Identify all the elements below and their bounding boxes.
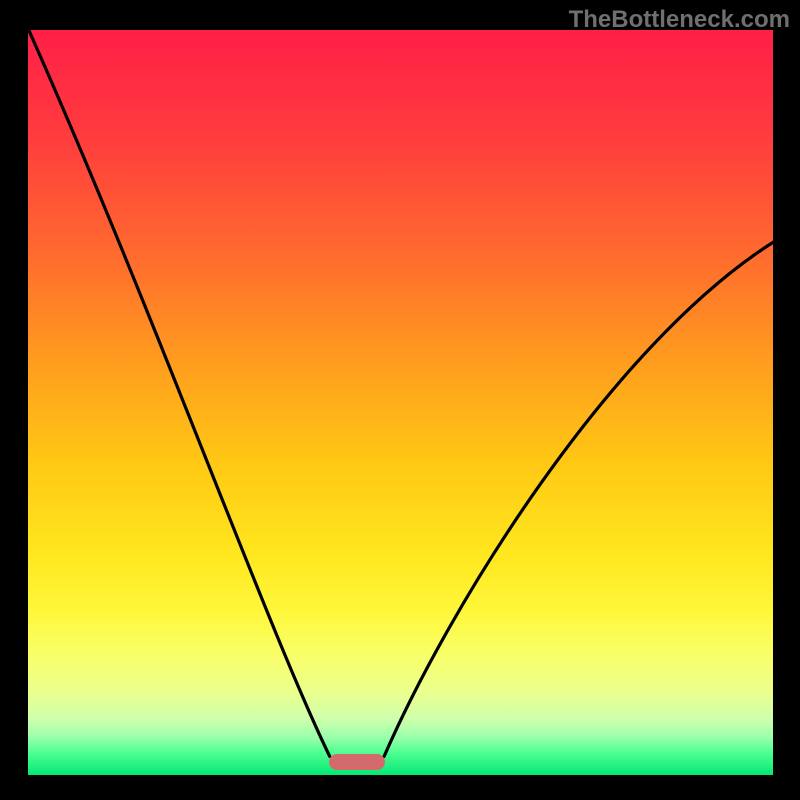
watermark-text: TheBottleneck.com xyxy=(569,6,790,34)
curve-left xyxy=(29,30,330,756)
plot-area xyxy=(28,30,773,775)
chart-container: TheBottleneck.com xyxy=(0,0,800,800)
curves-svg xyxy=(28,30,773,775)
curve-right xyxy=(384,242,773,756)
bottom-marker xyxy=(329,754,385,770)
